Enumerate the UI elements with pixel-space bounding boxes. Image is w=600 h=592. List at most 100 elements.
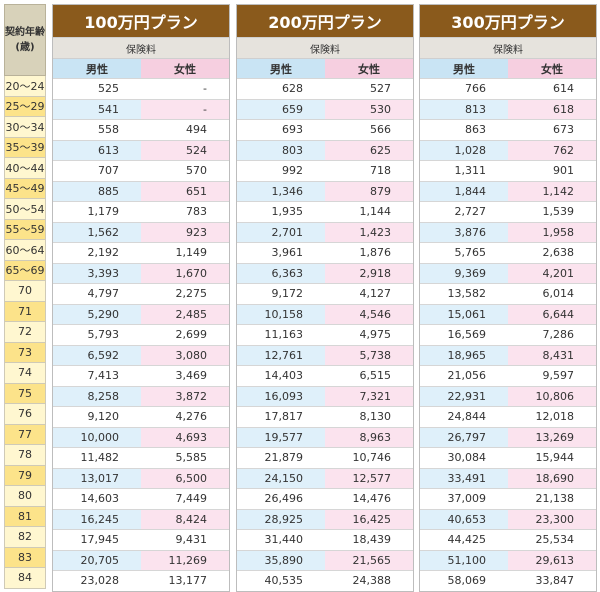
- male-premium: 18,965: [420, 345, 508, 365]
- male-premium: 6,592: [53, 345, 141, 365]
- female-premium: 530: [325, 99, 413, 119]
- age-cell: 25〜29: [4, 96, 46, 117]
- female-premium: 2,918: [325, 263, 413, 283]
- female-premium: 4,975: [325, 325, 413, 345]
- age-cell: 45〜49: [4, 178, 46, 199]
- female-premium: 7,321: [325, 386, 413, 406]
- table-row: 16,569 7,286: [420, 324, 596, 345]
- female-premium: 651: [141, 181, 229, 201]
- table-row: 33,491 18,690: [420, 467, 596, 488]
- female-premium: 879: [325, 181, 413, 201]
- table-row: 3,393 1,670: [53, 262, 229, 283]
- female-premium: 9,597: [508, 366, 596, 386]
- male-premium: 16,569: [420, 325, 508, 345]
- age-cell: 71: [4, 301, 46, 322]
- table-row: 11,163 4,975: [237, 324, 413, 345]
- table-row: 659 530: [237, 98, 413, 119]
- table-row: 885 651: [53, 180, 229, 201]
- female-header: 女性: [141, 58, 229, 78]
- female-premium: 8,424: [141, 509, 229, 529]
- table-row: 16,093 7,321: [237, 385, 413, 406]
- table-row: 19,577 8,963: [237, 426, 413, 447]
- male-premium: 31,440: [237, 530, 325, 550]
- male-premium: 525: [53, 79, 141, 99]
- female-premium: 18,439: [325, 530, 413, 550]
- male-premium: 40,653: [420, 509, 508, 529]
- male-premium: 21,056: [420, 366, 508, 386]
- female-premium: 923: [141, 222, 229, 242]
- male-premium: 16,245: [53, 509, 141, 529]
- female-premium: 2,275: [141, 284, 229, 304]
- female-premium: 8,431: [508, 345, 596, 365]
- age-cell: 83: [4, 547, 46, 568]
- female-premium: 2,699: [141, 325, 229, 345]
- female-premium: 625: [325, 140, 413, 160]
- age-cell: 30〜34: [4, 117, 46, 138]
- table-row: 13,017 6,500: [53, 467, 229, 488]
- female-premium: 16,425: [325, 509, 413, 529]
- female-premium: 901: [508, 161, 596, 181]
- female-premium: -: [141, 99, 229, 119]
- male-premium: 10,000: [53, 427, 141, 447]
- male-premium: 37,009: [420, 489, 508, 509]
- table-row: 9,172 4,127: [237, 283, 413, 304]
- age-cell: 73: [4, 342, 46, 363]
- table-row: 813 618: [420, 98, 596, 119]
- female-premium: 24,388: [325, 571, 413, 591]
- male-premium: 17,817: [237, 407, 325, 427]
- female-premium: 1,149: [141, 243, 229, 263]
- plan-rows: 525-541-558 494 613 524 707 570 885 651 1,179 783…: [53, 78, 229, 591]
- table-row: 863 673: [420, 119, 596, 140]
- male-header: 男性: [53, 58, 141, 78]
- female-premium: 29,613: [508, 550, 596, 570]
- female-premium: 25,534: [508, 530, 596, 550]
- table-row: 6,363 2,918: [237, 262, 413, 283]
- female-premium: -: [141, 79, 229, 99]
- male-premium: 3,393: [53, 263, 141, 283]
- male-premium: 5,290: [53, 304, 141, 324]
- table-row: 766 614: [420, 78, 596, 99]
- male-premium: 24,150: [237, 468, 325, 488]
- male-premium: 3,876: [420, 222, 508, 242]
- male-premium: 628: [237, 79, 325, 99]
- female-premium: 21,138: [508, 489, 596, 509]
- table-row: 558 494: [53, 119, 229, 140]
- female-premium: 8,963: [325, 427, 413, 447]
- table-row: 18,965 8,431: [420, 344, 596, 365]
- age-header-unit: (歳): [15, 42, 35, 53]
- table-row: 2,727 1,539: [420, 201, 596, 222]
- male-premium: 863: [420, 120, 508, 140]
- male-premium: 14,403: [237, 366, 325, 386]
- table-row: 31,440 18,439: [237, 529, 413, 550]
- table-row: 35,890 21,565: [237, 549, 413, 570]
- male-premium: 33,491: [420, 468, 508, 488]
- female-premium: 13,177: [141, 571, 229, 591]
- age-cell: 80: [4, 486, 46, 507]
- male-premium: 11,163: [237, 325, 325, 345]
- female-premium: 5,738: [325, 345, 413, 365]
- table-row: 10,000 4,693: [53, 426, 229, 447]
- female-premium: 494: [141, 120, 229, 140]
- female-premium: 4,201: [508, 263, 596, 283]
- female-header: 女性: [325, 58, 413, 78]
- table-row: 13,582 6,014: [420, 283, 596, 304]
- age-cell: 84: [4, 568, 46, 589]
- table-row: 3,876 1,958: [420, 221, 596, 242]
- plan-table-100: 100万円プラン 保険料 男性 女性 525-541-558 494 613 524 7…: [52, 4, 230, 592]
- male-premium: 885: [53, 181, 141, 201]
- table-row: 58,069 33,847: [420, 570, 596, 591]
- table-row: 22,931 10,806: [420, 385, 596, 406]
- male-premium: 659: [237, 99, 325, 119]
- table-row: 11,482 5,585: [53, 447, 229, 468]
- female-premium: 18,690: [508, 468, 596, 488]
- male-premium: 2,701: [237, 222, 325, 242]
- table-row: 707 570: [53, 160, 229, 181]
- female-premium: 8,130: [325, 407, 413, 427]
- female-premium: 6,515: [325, 366, 413, 386]
- male-premium: 1,028: [420, 140, 508, 160]
- table-row: 20,705 11,269: [53, 549, 229, 570]
- age-header: 契約年齢 (歳): [4, 4, 46, 76]
- female-premium: 524: [141, 140, 229, 160]
- age-cell: 79: [4, 465, 46, 486]
- male-premium: 1,562: [53, 222, 141, 242]
